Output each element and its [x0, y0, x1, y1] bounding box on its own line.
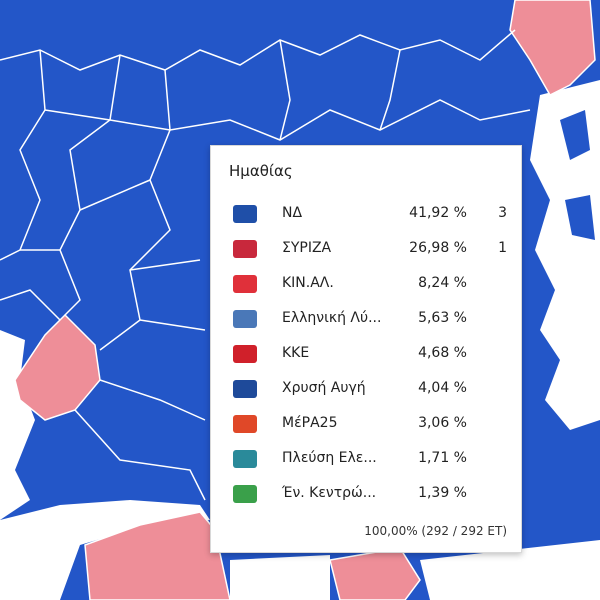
party-seats: 1 — [498, 240, 507, 256]
elliniki-lysi-logo-icon — [227, 306, 263, 332]
party-row: ΜέΡΑ25 3,06 % — [211, 409, 521, 439]
party-seats: 3 — [498, 205, 507, 221]
kke-logo-icon — [227, 341, 263, 367]
chrysi-avgi-logo-icon — [227, 376, 263, 402]
island — [560, 110, 595, 240]
party-row: Χρυσή Αυγή 4,04 % — [211, 374, 521, 404]
plefsi-logo-icon — [227, 446, 263, 472]
syriza-logo-icon — [227, 236, 263, 262]
party-name: Χρυσή Αυγή — [282, 380, 366, 396]
party-row: ΝΔ 41,92 % 3 — [211, 199, 521, 229]
party-row: ΚΚΕ 4,68 % — [211, 339, 521, 369]
party-name: Πλεύση Ελε... — [282, 450, 377, 466]
party-percent: 41,92 % — [409, 205, 467, 221]
party-name: ΜέΡΑ25 — [282, 415, 338, 431]
party-row: Ελληνική Λύ... 5,63 % — [211, 304, 521, 334]
party-row: Πλεύση Ελε... 1,71 % — [211, 444, 521, 474]
sea-area — [530, 80, 600, 430]
party-percent: 4,04 % — [418, 380, 467, 396]
party-percent: 3,06 % — [418, 415, 467, 431]
region-syriza[interactable] — [509, 0, 596, 96]
party-percent: 4,68 % — [418, 345, 467, 361]
party-name: ΚΚΕ — [282, 345, 310, 361]
party-percent: 1,39 % — [418, 485, 467, 501]
party-name: ΣΥΡΙΖΑ — [282, 240, 332, 256]
mera25-logo-icon — [227, 411, 263, 437]
party-percent: 1,71 % — [418, 450, 467, 466]
party-row: ΚΙΝ.ΑΛ. 8,24 % — [211, 269, 521, 299]
party-name: Ελληνική Λύ... — [282, 310, 382, 326]
enosi-kentroon-logo-icon — [227, 481, 263, 507]
party-name: Έν. Κεντρώ... — [282, 485, 377, 501]
region-title: Ημαθίας — [229, 162, 293, 180]
party-name: ΝΔ — [282, 205, 303, 221]
party-row: ΣΥΡΙΖΑ 26,98 % 1 — [211, 234, 521, 264]
sea-area — [230, 540, 600, 600]
party-percent: 5,63 % — [418, 310, 467, 326]
sea-area — [0, 330, 35, 520]
region-tooltip: Ημαθίας ΝΔ 41,92 % 3 ΣΥΡΙΖΑ 26,98 % 1 ΚΙ… — [210, 145, 522, 553]
party-row: Έν. Κεντρώ... 1,39 % — [211, 479, 521, 509]
kinal-logo-icon — [227, 271, 263, 297]
party-percent: 8,24 % — [418, 275, 467, 291]
region-borders — [0, 29, 531, 501]
party-name: ΚΙΝ.ΑΛ. — [282, 275, 334, 291]
counted-footer: 100,00% (292 / 292 ET) — [364, 524, 507, 538]
party-percent: 26,98 % — [409, 240, 467, 256]
nd-logo-icon — [227, 201, 263, 227]
